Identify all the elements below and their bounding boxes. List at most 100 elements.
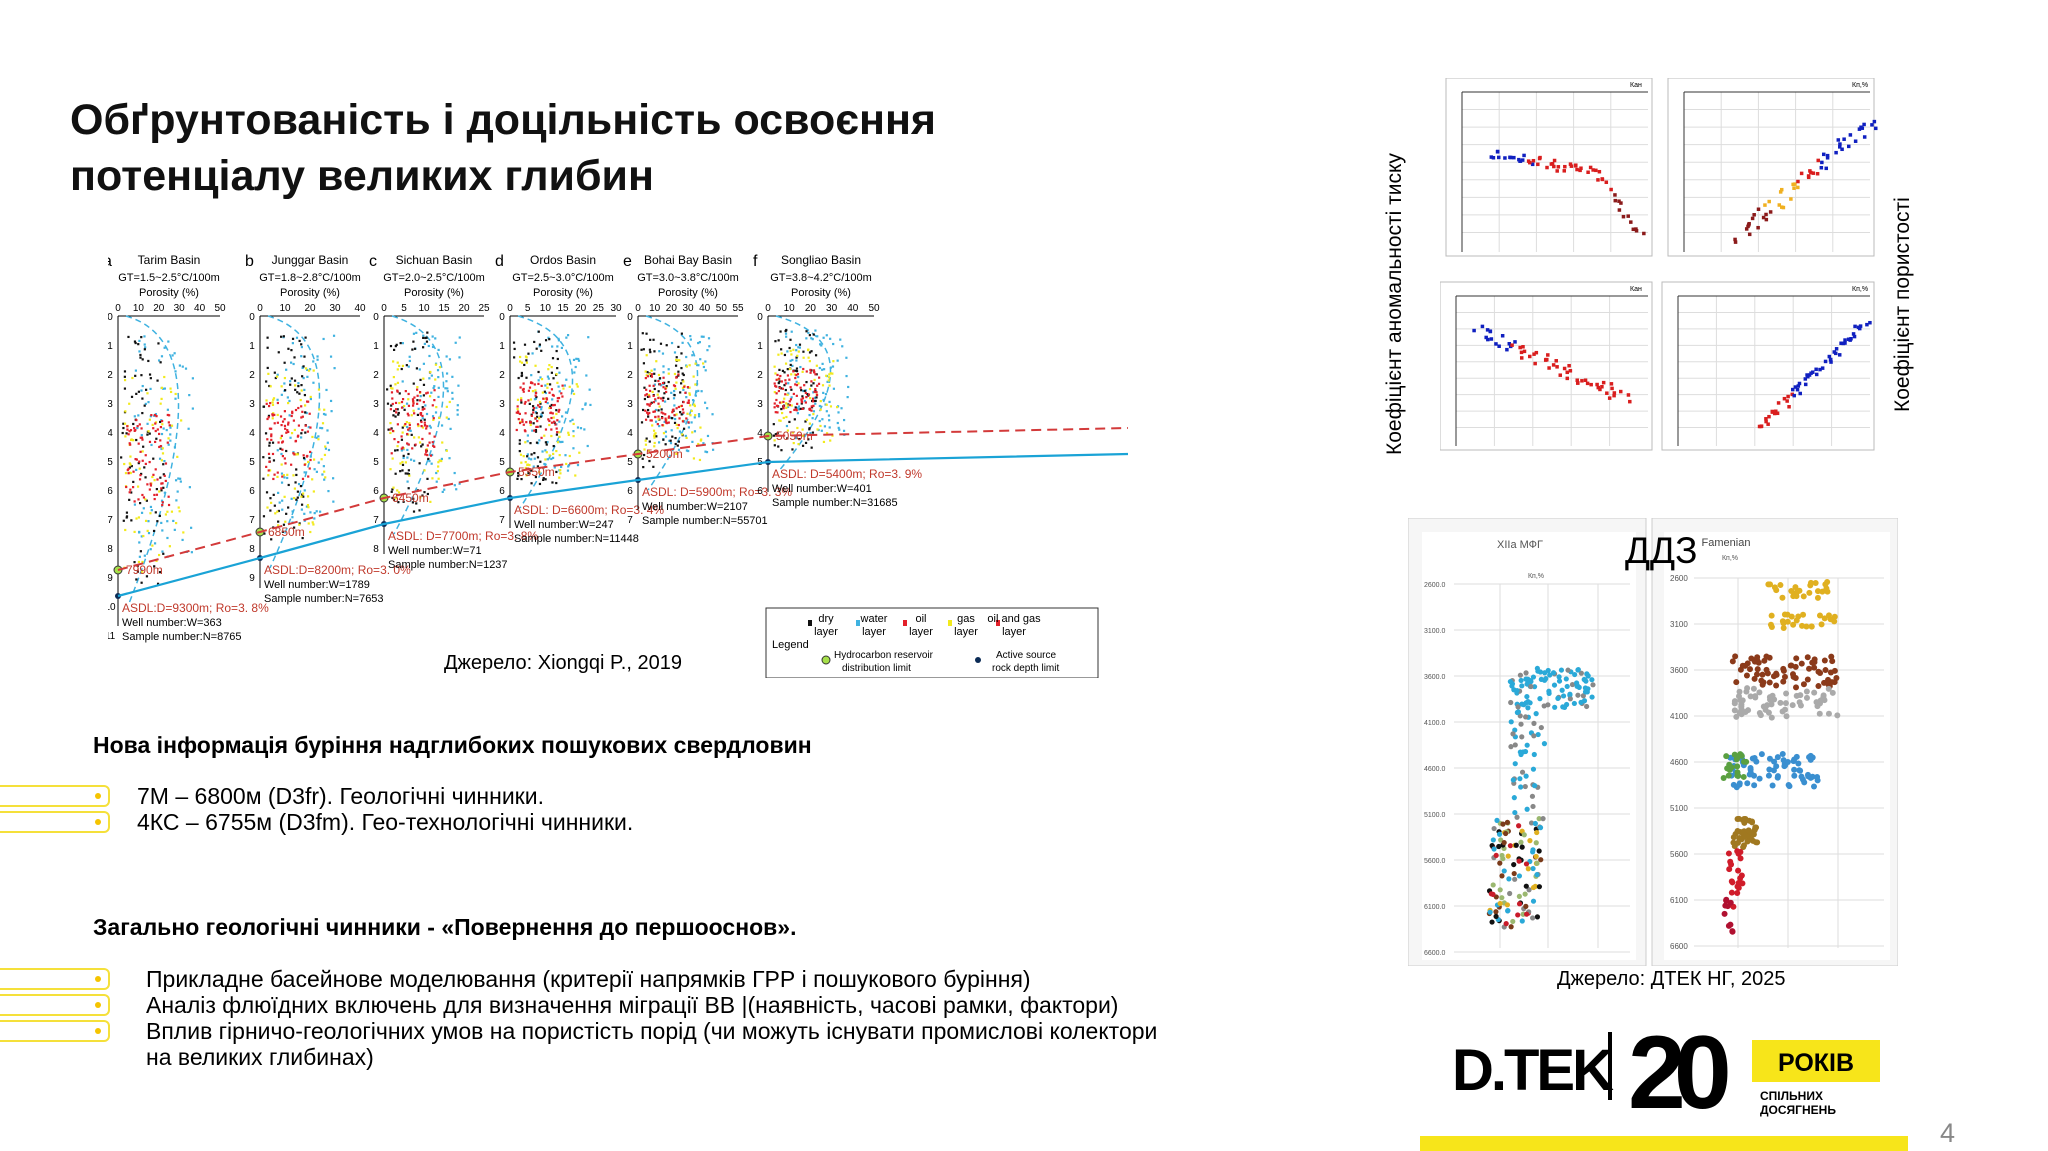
scatter-point: [685, 355, 688, 359]
section2-bullet-2: Аналіз флюїдних включень для визначення …: [146, 992, 1119, 1018]
scatter-point: [711, 448, 715, 451]
scatter-point: [438, 416, 441, 420]
scatter-point: [130, 465, 133, 468]
scatter-point: [1783, 690, 1790, 697]
scatter-point: [693, 430, 697, 433]
scatter-point: [526, 463, 529, 467]
scatter-point: [162, 427, 165, 430]
scatter-point: [291, 342, 294, 345]
scatter-point: [135, 419, 138, 422]
scatter-point: [123, 422, 127, 425]
scatter-point: [267, 404, 271, 408]
scatter-point: [270, 501, 273, 504]
scatter-point: [794, 383, 797, 386]
scatter-point: [819, 424, 822, 428]
scatter-point: [132, 439, 135, 442]
scatter-point: [788, 367, 792, 371]
logo-tagline-1: СПІЛЬНИХ: [1760, 1089, 1823, 1103]
scatter-point: [423, 424, 427, 427]
scatter-point: [440, 459, 443, 463]
bullet-bar-decoration: [0, 785, 110, 807]
scatter-point: [784, 382, 787, 385]
scatter-point: [396, 361, 399, 364]
scatter-point: [1536, 848, 1542, 854]
scatter-point: [520, 374, 524, 377]
scatter-point: [1569, 164, 1574, 168]
scatter-point: [1534, 350, 1539, 355]
scatter-point: [1531, 733, 1537, 739]
scatter-point: [542, 477, 545, 480]
scatter-point: [191, 377, 194, 380]
scatter-point: [1512, 742, 1518, 748]
scatter-point: [1747, 769, 1754, 776]
scatter-point: [653, 410, 656, 413]
scatter-point: [320, 458, 323, 461]
scatter-point: [171, 354, 174, 357]
scatter-point: [704, 369, 707, 372]
scatter-point: [527, 457, 530, 460]
scatter-point: [426, 477, 429, 480]
panel-title: Bohai Bay Basin: [644, 253, 732, 267]
scatter-point: [550, 371, 553, 374]
scatter-point: [811, 400, 815, 403]
scatter-point: [445, 372, 449, 375]
scatter-point: [1862, 135, 1867, 139]
depth-limit-label: 5350m: [518, 465, 555, 479]
scatter-point: [532, 407, 536, 410]
scatter-point: [1725, 850, 1732, 857]
scatter-point: [304, 336, 307, 339]
panel-tick-label: 10: [418, 303, 430, 314]
panel-depth-tick: 3: [249, 399, 255, 410]
scatter-point: [428, 354, 431, 358]
dtek-20-years-logo: D.TEK 20 РОКІВ СПІЛЬНИХ ДОСЯГНЕНЬ: [1450, 1015, 1890, 1131]
scatter-point: [576, 426, 580, 429]
scatter-point: [1821, 657, 1828, 664]
scatter-point: [146, 483, 149, 486]
scatter-point: [149, 548, 152, 551]
scatter-point: [775, 385, 778, 388]
scatter-point: [560, 465, 563, 469]
scatter-point: [300, 508, 303, 511]
scatter-point: [777, 381, 780, 385]
scatter-point: [828, 384, 831, 387]
scatter-point: [161, 452, 165, 455]
scatter-point: [564, 454, 567, 457]
scatter-point: [827, 414, 831, 417]
scatter-point: [661, 352, 665, 355]
scatter-point: [169, 426, 172, 429]
scatter-point: [287, 430, 290, 434]
scatter-point: [529, 381, 533, 384]
scatter-point: [540, 415, 544, 418]
scatter-point: [147, 531, 151, 535]
scatter-point: [1546, 353, 1550, 357]
scatter-point: [536, 425, 539, 428]
scatter-point: [141, 397, 144, 400]
scatter-point: [780, 348, 783, 351]
scatter-point: [407, 398, 410, 401]
scatter-point: [1806, 174, 1811, 178]
scatter-point: [1751, 755, 1758, 762]
scatter-point: [804, 420, 807, 423]
scatter-point: [552, 444, 555, 448]
scatter-point: [326, 429, 329, 432]
scatter-point: [1596, 178, 1600, 182]
panel-title: Songliao Basin: [781, 253, 861, 267]
scatter-point: [387, 428, 390, 431]
scatter-point: [674, 364, 678, 367]
scatter-point: [408, 355, 411, 358]
scatter-point: [674, 442, 677, 446]
scatter-point: [1765, 709, 1772, 716]
scatter-point: [408, 359, 411, 363]
scatter-point: [1751, 782, 1758, 789]
panel-depth-tick: 3: [373, 399, 379, 410]
scatter-point: [1766, 679, 1773, 686]
scatter-point: [1819, 588, 1826, 595]
scatter-point: [652, 338, 655, 341]
scatter-point: [657, 373, 661, 377]
scatter-point: [407, 487, 410, 490]
scatter-point: [1734, 827, 1741, 834]
scatter-point: [548, 423, 551, 427]
panel-letter: f: [753, 253, 758, 270]
panel-depth-tick: 7: [108, 515, 113, 526]
ddz-svg: XIIa МФГКп,%2600.03100.03600.04100.04600…: [1407, 517, 1899, 967]
